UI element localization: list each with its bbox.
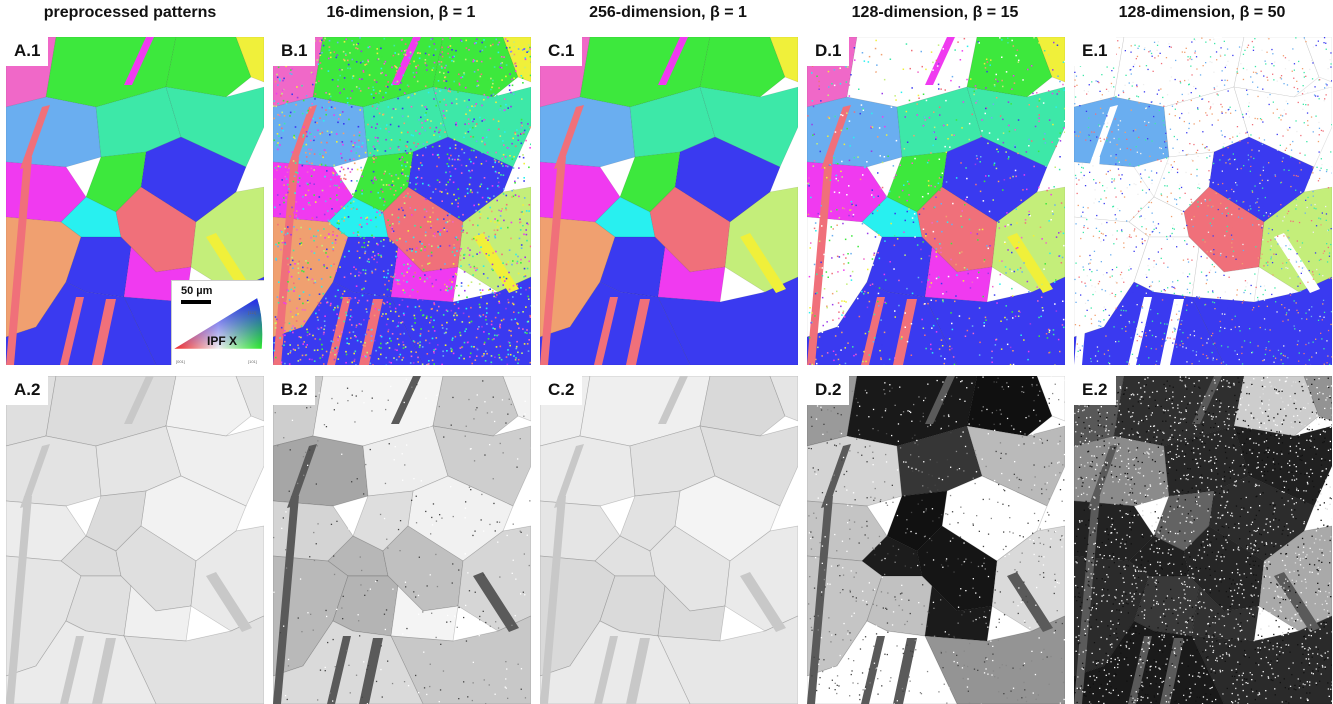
ipf-label: IPF X	[207, 334, 238, 348]
panel-label-b1: B.1	[273, 37, 316, 66]
corner-label-111: [111]	[248, 310, 257, 315]
ipf-map-d: D.1	[807, 37, 1065, 365]
gray-map-d: D.2	[807, 376, 1065, 704]
scale-bar-label: 50 µm	[181, 285, 213, 297]
gray-map-c: C.2	[540, 376, 798, 704]
panel-label-c1: C.1	[540, 37, 583, 66]
gray-map-a: A.2	[6, 376, 264, 704]
column-title-d: 128-dimension, β = 15	[851, 4, 1019, 21]
scale-bar	[181, 300, 211, 304]
corner-label-101: [101]	[248, 359, 257, 364]
ipf-map-b: B.1	[273, 37, 531, 365]
ipf-map-e: E.1	[1074, 37, 1332, 365]
panel-label-d1: D.1	[807, 37, 850, 66]
ipf-map-a: A.1 50 µm IPF X [111] [001] [101]	[6, 37, 264, 365]
column-title-a: preprocessed patterns	[43, 4, 217, 21]
panel-label-a2: A.2	[6, 376, 49, 405]
panel-label-c2: C.2	[540, 376, 583, 405]
column-title-e: 128-dimension, β = 50	[1118, 4, 1286, 21]
ipf-color-key	[174, 298, 263, 349]
panel-label-b2: B.2	[273, 376, 316, 405]
ipf-legend: 50 µm IPF X [111] [001] [101]	[171, 280, 264, 365]
panel-label-d2: D.2	[807, 376, 850, 405]
column-title-b: 16-dimension, β = 1	[326, 4, 476, 21]
panel-label-a1: A.1	[6, 37, 49, 66]
panel-label-e2: E.2	[1074, 376, 1116, 405]
gray-map-e: E.2	[1074, 376, 1332, 704]
panel-label-e1: E.1	[1074, 37, 1116, 66]
ipf-map-c: C.1	[540, 37, 798, 365]
corner-label-001: [001]	[176, 359, 185, 364]
gray-map-b: B.2	[273, 376, 531, 704]
column-title-c: 256-dimension, β = 1	[589, 4, 747, 21]
